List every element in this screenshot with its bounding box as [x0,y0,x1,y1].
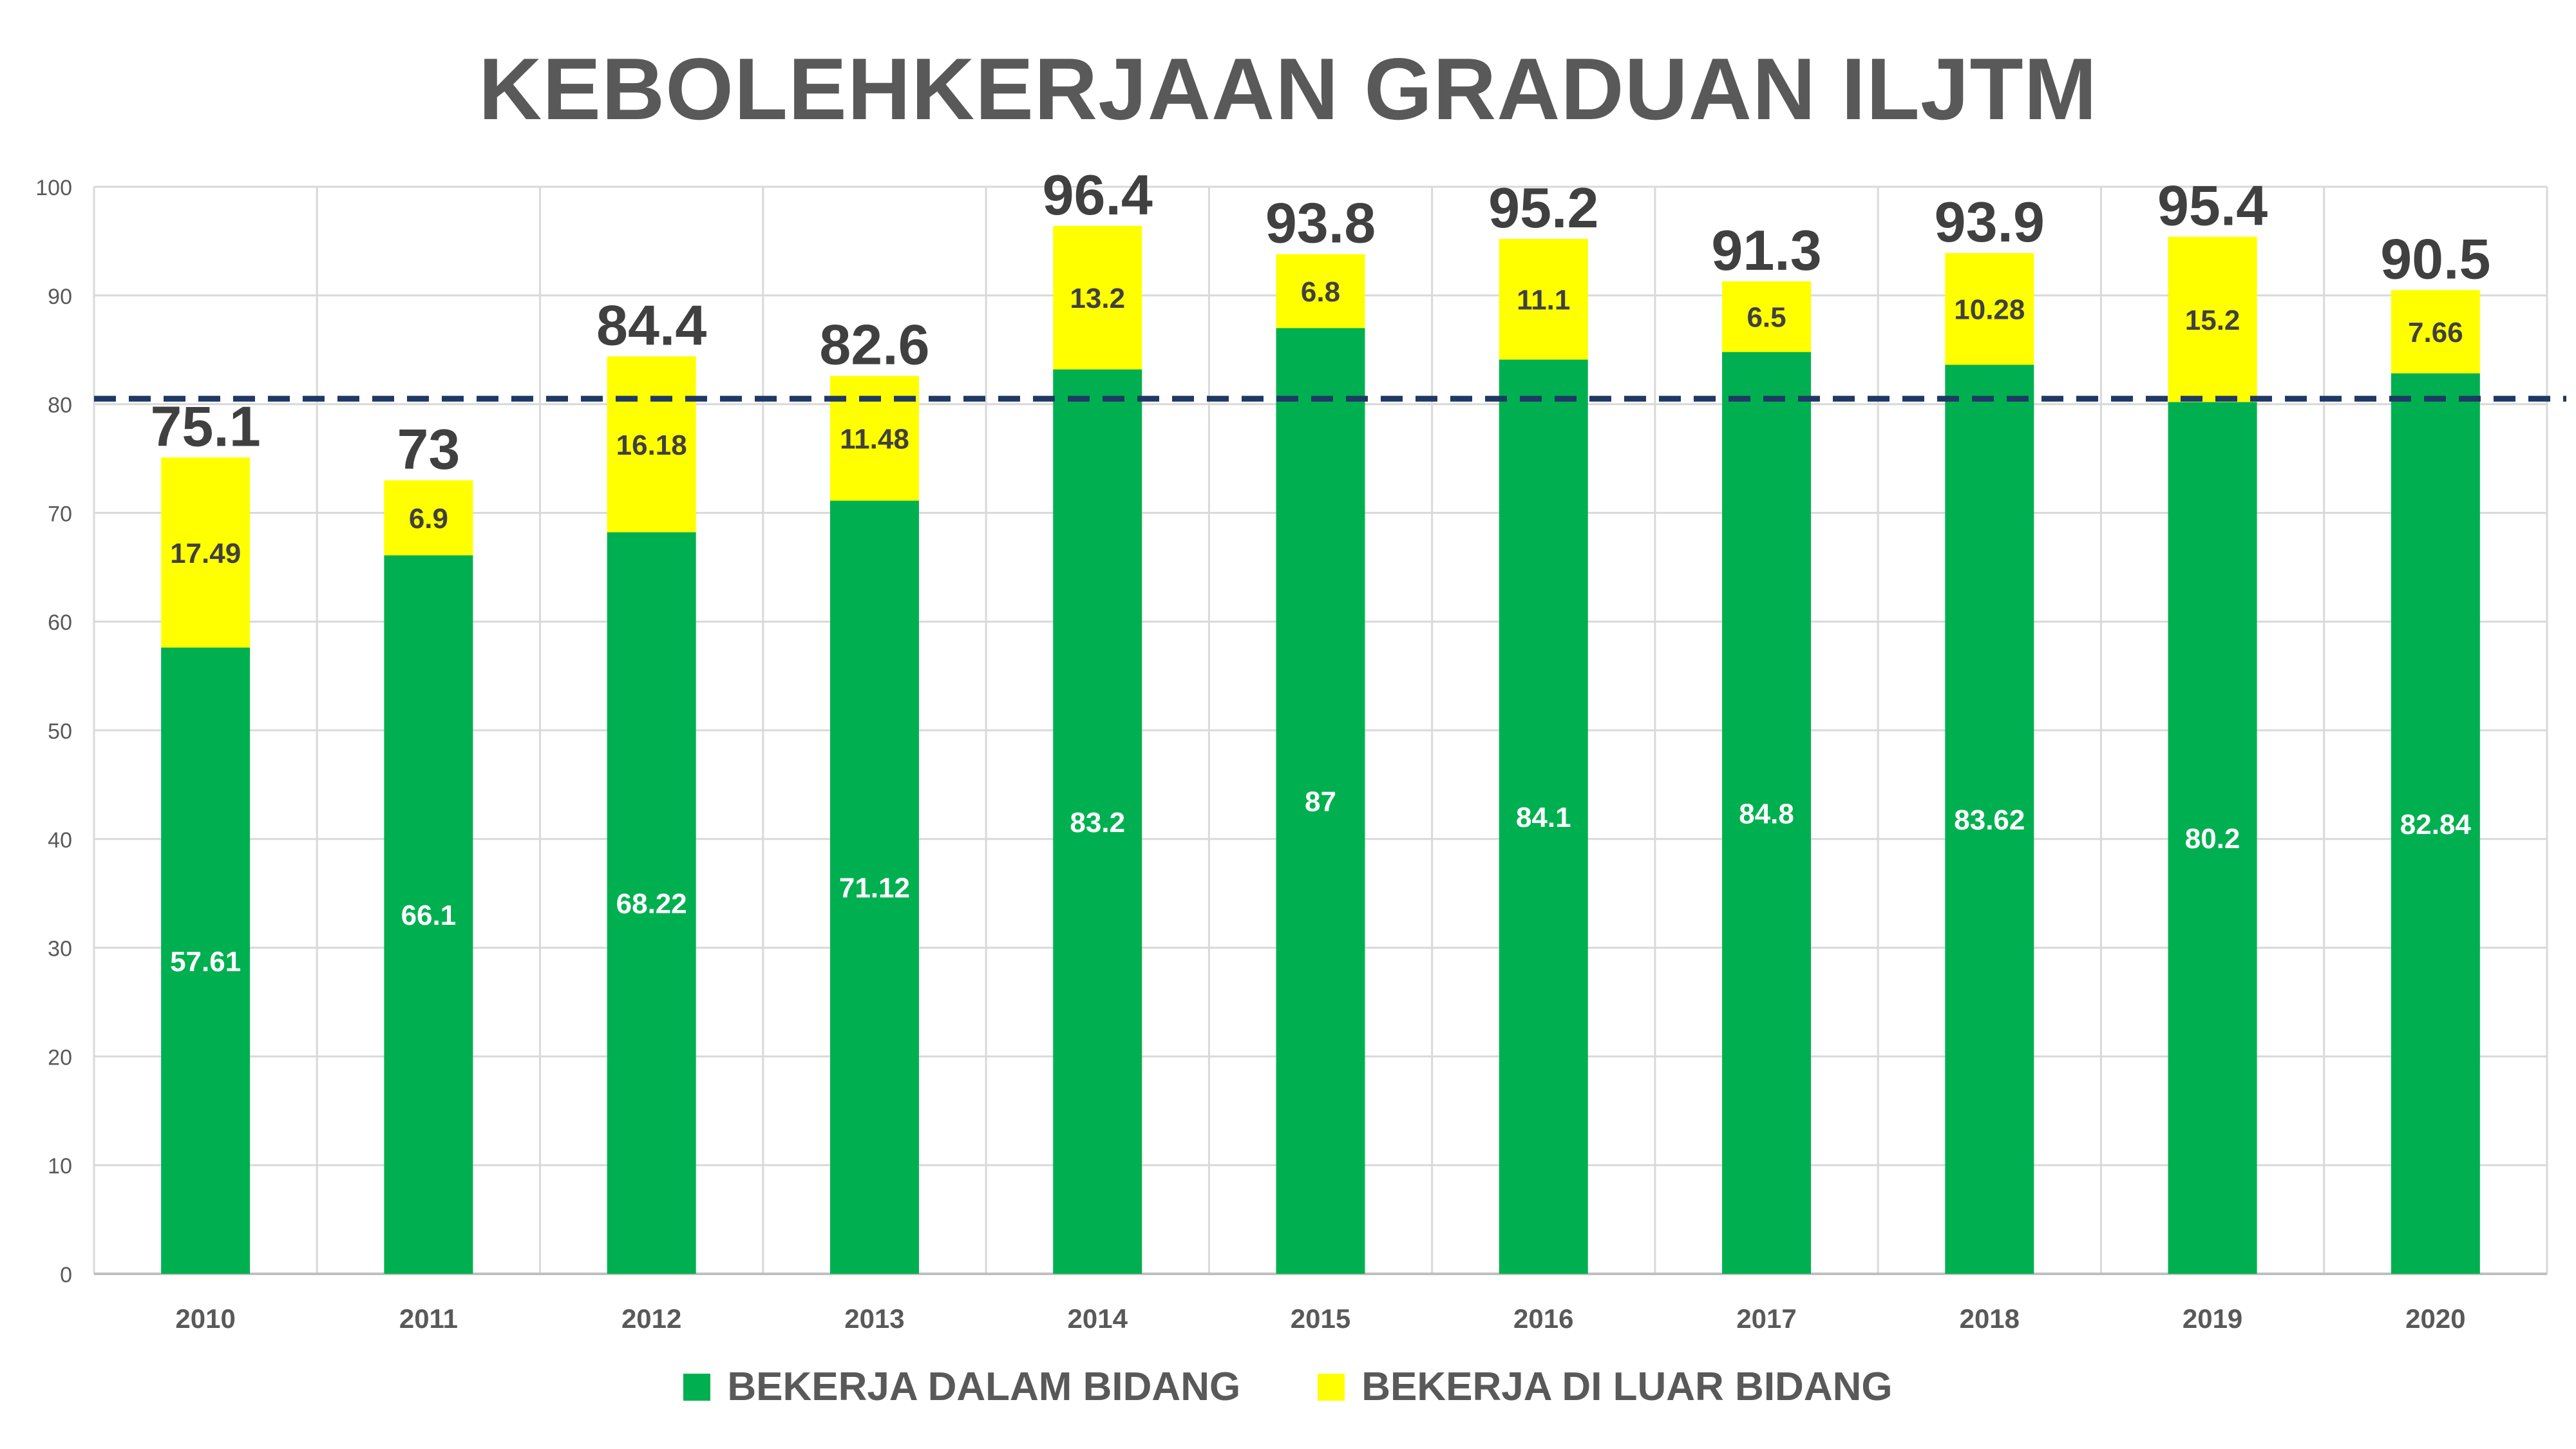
bar-segment-2014-series-1 [1053,369,1142,1274]
total-label-2017: 91.3 [1711,218,1821,282]
y-tick-label: 90 [48,285,72,309]
bar-segment-2012-series-2 [607,356,696,533]
data-label-2018-series-1: 83.62 [1954,804,2025,836]
legend-item-series-1[interactable]: BEKERJA DALAM BIDANG [683,1364,1240,1410]
total-label-2018: 93.9 [1935,190,2045,254]
total-label-2011: 73 [397,417,460,481]
legend-item-series-2[interactable]: BEKERJA DI LUAR BIDANG [1318,1364,1893,1410]
y-tick-label: 80 [48,393,72,418]
legend-label-series-1: BEKERJA DALAM BIDANG [727,1365,1241,1409]
data-label-2011-series-2: 6.9 [409,503,448,535]
bar-segment-2016-series-2 [1499,239,1588,360]
bar-segment-2012-series-1 [607,532,696,1274]
data-label-2017-series-2: 6.5 [1747,302,1786,334]
y-tick-label: 50 [48,719,72,744]
bar-segment-2020-series-2 [2391,290,2480,374]
data-label-2016-series-1: 84.1 [1516,802,1571,833]
total-label-2020: 90.5 [2380,227,2490,290]
data-label-2012-series-1: 68.22 [616,888,687,920]
x-tick-label-2015: 2015 [1291,1303,1350,1334]
total-label-2010: 75.1 [150,394,260,458]
bar-segment-2013-series-1 [829,500,919,1274]
data-label-2013-series-2: 11.48 [840,424,909,455]
total-label-2014: 96.4 [1043,163,1153,227]
data-label-2016-series-2: 11.1 [1517,285,1570,316]
bar-segment-2018-series-2 [1945,252,2034,365]
x-tick-label-2019: 2019 [2183,1303,2242,1334]
bar-segment-2014-series-2 [1053,225,1142,370]
data-label-2014-series-1: 83.2 [1070,807,1125,838]
data-label-2018-series-2: 10.28 [1954,294,2025,326]
bar-segment-2015-series-1 [1276,328,1365,1274]
data-label-2020-series-1: 82.84 [2400,809,2472,840]
x-tick-label-2016: 2016 [1513,1303,1573,1334]
data-label-2010-series-2: 17.49 [170,538,241,569]
data-label-2020-series-2: 7.66 [2408,317,2463,348]
y-tick-label: 20 [48,1045,72,1070]
y-tick-label: 100 [35,176,72,200]
total-label-2016: 95.2 [1488,176,1598,240]
x-tick-label-2018: 2018 [1960,1303,2020,1334]
total-label-2015: 93.8 [1265,191,1376,255]
x-tick-label-2012: 2012 [621,1303,681,1334]
x-tick-label-2014: 2014 [1068,1303,1128,1334]
data-label-2012-series-2: 16.18 [616,430,687,461]
legend-swatch-series-1 [683,1373,711,1401]
label-layer: 57.61 17.49 75.1 2010 66.1 6.9 73 2011 68.22 16.1… [150,163,2490,1334]
y-tick-label: 40 [48,828,72,853]
y-tick-label: 10 [48,1154,72,1179]
bar-segment-2018-series-1 [1945,365,2034,1274]
bar-segment-2015-series-2 [1276,254,1365,328]
data-label-2019-series-2: 15.2 [2185,305,2240,336]
data-label-2014-series-2: 13.2 [1070,283,1125,314]
total-label-2013: 82.6 [819,313,929,377]
x-tick-label-2017: 2017 [1736,1303,1796,1334]
data-label-2011-series-1: 66.1 [401,900,457,931]
bar-segment-2016-series-1 [1499,359,1588,1274]
bar-segment-2010-series-2 [161,457,251,648]
legend: BEKERJA DALAM BIDANG BEKERJA DI LUAR BID… [0,1364,2576,1410]
data-label-2019-series-1: 80.2 [2185,823,2240,855]
data-label-2013-series-1: 71.12 [839,873,910,904]
data-label-2017-series-1: 84.8 [1739,798,1794,829]
x-tick-label-2010: 2010 [175,1303,235,1334]
data-label-2015-series-2: 6.8 [1301,276,1340,308]
legend-label-series-2: BEKERJA DI LUAR BIDANG [1361,1365,1893,1409]
y-tick-label: 60 [48,611,72,635]
x-tick-label-2013: 2013 [844,1303,904,1334]
bar-segment-2017-series-1 [1722,352,1812,1274]
bar-segment-2011-series-1 [384,555,473,1274]
total-label-2012: 84.4 [596,293,706,357]
bar-segment-2019-series-2 [2168,236,2257,402]
legend-swatch-series-2 [1318,1373,1345,1401]
bar-segment-2019-series-1 [2168,402,2257,1274]
bar-layer [161,225,2480,1274]
y-tick-label: 30 [48,937,72,961]
bar-segment-2020-series-1 [2391,373,2480,1274]
chart-title: KEBOLEHKERJAAN GRADUAN ILJTM [478,40,2098,138]
bar-segment-2010-series-1 [161,647,251,1274]
x-tick-label-2011: 2011 [399,1303,458,1334]
data-label-2015-series-1: 87 [1305,786,1336,818]
x-tick-label-2020: 2020 [2405,1303,2465,1334]
total-label-2019: 95.4 [2157,174,2268,238]
y-tick-label: 70 [48,502,72,526]
y-tick-label: 0 [60,1263,72,1287]
bar-segment-2017-series-2 [1722,281,1812,352]
bar-segment-2011-series-2 [384,480,473,556]
data-label-2010-series-1: 57.61 [170,946,241,978]
